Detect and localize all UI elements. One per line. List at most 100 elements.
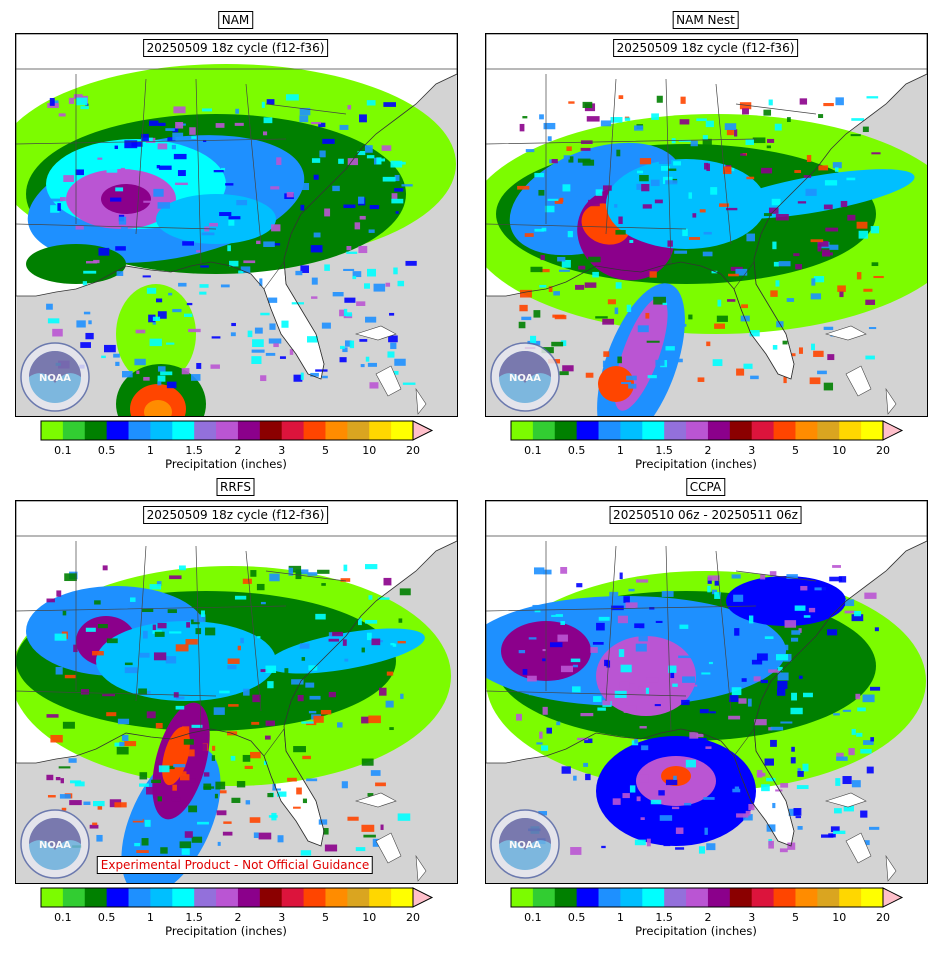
colorbar-tick-label: 10 bbox=[832, 444, 847, 457]
colorbar-swatch bbox=[642, 888, 665, 907]
colorbar-tick-label: 10 bbox=[362, 444, 377, 457]
noaa-logo-icon: NOAA bbox=[20, 342, 90, 412]
colorbar-tick-label: 20 bbox=[406, 911, 420, 924]
colorbar-swatch bbox=[150, 421, 173, 440]
colorbar-tick-label: 1 bbox=[146, 911, 154, 924]
colorbar-swatch bbox=[751, 421, 775, 440]
map-canvas bbox=[486, 501, 927, 883]
colorbar-swatch bbox=[391, 888, 414, 907]
colorbar-extend-arrow bbox=[412, 420, 434, 441]
colorbar-tick-label: 5 bbox=[321, 911, 329, 924]
colorbar-swatch bbox=[729, 421, 753, 440]
colorbar-swatch bbox=[194, 421, 217, 440]
map-canvas bbox=[486, 34, 927, 416]
colorbar-tick-label: 3 bbox=[748, 444, 756, 457]
colorbar-swatch bbox=[576, 888, 600, 907]
colorbar-swatch bbox=[664, 888, 687, 907]
colorbar-title: Precipitation (inches) bbox=[165, 457, 287, 471]
colorbar-tick-label: 0.1 bbox=[54, 911, 72, 924]
colorbar-title: Precipitation (inches) bbox=[635, 457, 757, 471]
colorbar-swatch bbox=[84, 888, 108, 907]
colorbar-tick-label: 1.5 bbox=[185, 444, 203, 457]
colorbar-swatch bbox=[303, 888, 326, 907]
colorbar-swatch bbox=[62, 888, 86, 907]
colorbar-extend-arrow bbox=[882, 420, 904, 441]
colorbar-swatch bbox=[369, 421, 392, 440]
colorbar-swatch bbox=[532, 421, 556, 440]
colorbar-swatch bbox=[861, 421, 884, 440]
colorbar-tick-label: 10 bbox=[362, 911, 377, 924]
colorbar-swatch bbox=[707, 888, 731, 907]
disclaimer-label: Experimental Product - Not Official Guid… bbox=[96, 856, 374, 874]
colorbar-swatch bbox=[216, 888, 239, 907]
colorbar-swatch bbox=[281, 888, 305, 907]
colorbar-swatch bbox=[325, 888, 348, 907]
colorbar-swatch bbox=[532, 888, 556, 907]
colorbar-swatch bbox=[84, 421, 108, 440]
cycle-label: 20250509 18z cycle (f12-f36) bbox=[612, 39, 799, 57]
colorbar-swatch bbox=[347, 888, 370, 907]
colorbar-swatch bbox=[707, 421, 731, 440]
colorbar-tick-label: 2 bbox=[704, 911, 712, 924]
colorbar-swatch bbox=[620, 421, 643, 440]
panel-title: NAM Nest bbox=[672, 11, 739, 29]
colorbar-swatch bbox=[128, 888, 151, 907]
colorbar-tick-label: 0.5 bbox=[97, 911, 116, 924]
colorbar-tick-label: 3 bbox=[748, 911, 756, 924]
colorbar-swatch bbox=[642, 421, 665, 440]
cycle-label: 20250510 06z - 20250511 06z bbox=[609, 506, 802, 524]
colorbar-tick-label: 20 bbox=[876, 911, 890, 924]
colorbar-tick-label: 0.5 bbox=[567, 911, 586, 924]
colorbar-tick-label: 3 bbox=[278, 911, 286, 924]
colorbar-swatch bbox=[839, 888, 862, 907]
colorbar-swatch bbox=[839, 421, 862, 440]
colorbar-swatch bbox=[511, 888, 534, 907]
colorbar-tick-label: 0.5 bbox=[97, 444, 116, 457]
colorbar-swatch bbox=[795, 421, 818, 440]
colorbar-swatch bbox=[128, 421, 151, 440]
colorbar-tick-label: 5 bbox=[791, 444, 799, 457]
colorbar-swatch bbox=[795, 888, 818, 907]
colorbar-swatch bbox=[773, 421, 796, 440]
colorbar-swatch bbox=[347, 421, 370, 440]
logo-text: NOAA bbox=[39, 373, 71, 384]
colorbar-swatch bbox=[817, 888, 840, 907]
colorbar-swatch bbox=[259, 888, 283, 907]
colorbar-swatch bbox=[686, 421, 709, 440]
colorbar-tick-label: 1.5 bbox=[655, 911, 673, 924]
colorbar-tick-label: 2 bbox=[704, 444, 712, 457]
noaa-logo-icon: NOAA bbox=[490, 809, 560, 879]
colorbar-swatch bbox=[751, 888, 775, 907]
colorbar-swatch bbox=[391, 421, 414, 440]
cycle-label: 20250509 18z cycle (f12-f36) bbox=[142, 39, 329, 57]
colorbar bbox=[510, 420, 904, 441]
colorbar-tick-label: 1 bbox=[616, 911, 624, 924]
colorbar-swatch bbox=[281, 421, 305, 440]
logo-text: NOAA bbox=[39, 840, 71, 851]
colorbar-swatch bbox=[369, 888, 392, 907]
precipitation-map bbox=[485, 500, 928, 884]
colorbar-swatch bbox=[62, 421, 86, 440]
colorbar-tick-label: 20 bbox=[406, 444, 420, 457]
colorbar bbox=[40, 887, 434, 908]
noaa-logo-icon: NOAA bbox=[490, 342, 560, 412]
colorbar-tick-label: 1.5 bbox=[655, 444, 673, 457]
colorbar-swatch bbox=[576, 421, 600, 440]
panel-title: RRFS bbox=[216, 478, 255, 496]
colorbar-swatch bbox=[773, 888, 796, 907]
colorbar-tick-label: 0.5 bbox=[567, 444, 586, 457]
colorbar-swatch bbox=[237, 888, 261, 907]
colorbar-swatch bbox=[861, 888, 884, 907]
colorbar-swatch bbox=[554, 421, 578, 440]
colorbar-tick-label: 3 bbox=[278, 444, 286, 457]
cycle-label: 20250509 18z cycle (f12-f36) bbox=[142, 506, 329, 524]
colorbar-swatch bbox=[237, 421, 261, 440]
colorbar-tick-label: 0.1 bbox=[524, 911, 542, 924]
panel-title: CCPA bbox=[685, 478, 726, 496]
colorbar-title: Precipitation (inches) bbox=[635, 924, 757, 938]
panel-title: NAM bbox=[217, 11, 254, 29]
colorbar-tick-label: 1.5 bbox=[185, 911, 203, 924]
colorbar-swatch bbox=[150, 888, 173, 907]
colorbar-tick-label: 2 bbox=[234, 444, 242, 457]
colorbar-swatch bbox=[554, 888, 578, 907]
